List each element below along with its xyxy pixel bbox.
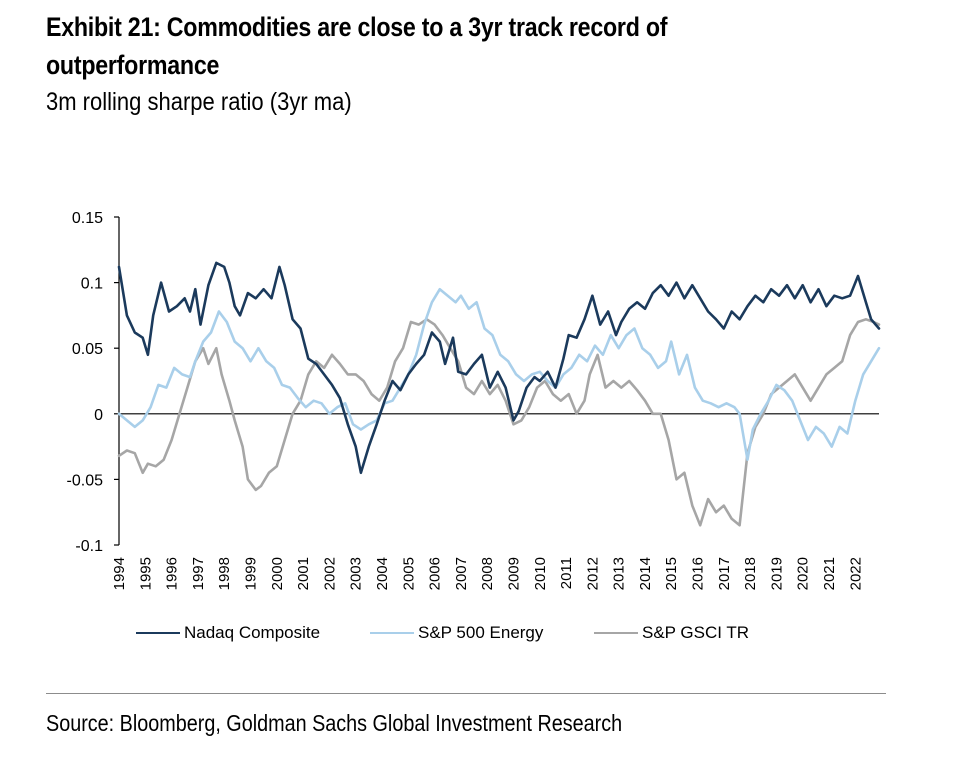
source-note: Source: Bloomberg, Goldman Sachs Global … bbox=[46, 710, 623, 736]
legend-label-gsci: S&P GSCI TR bbox=[642, 623, 750, 642]
y-tick-label: 0.05 bbox=[72, 341, 103, 358]
x-tick-label: 2004 bbox=[374, 557, 391, 590]
x-tick-label: 2018 bbox=[742, 557, 759, 590]
legend-swatch-energy bbox=[370, 632, 414, 634]
x-tick-label: 2007 bbox=[453, 557, 470, 590]
x-tick-label: 2012 bbox=[584, 557, 601, 590]
x-tick-label: 1997 bbox=[190, 557, 207, 590]
x-tick-label: 2021 bbox=[821, 557, 838, 590]
x-tick-label: 2000 bbox=[269, 557, 286, 590]
x-tick-label: 2009 bbox=[505, 557, 522, 590]
x-tick-label: 2010 bbox=[532, 557, 549, 590]
x-axis: 1994 1995 1996 1997 1998 1999 2000 2001 2002 2003… bbox=[111, 413, 879, 590]
x-tick-label: 2022 bbox=[847, 557, 864, 590]
series-line-0 bbox=[117, 261, 881, 475]
x-tick-label: 2014 bbox=[637, 557, 654, 590]
x-tick-label: 2006 bbox=[427, 557, 444, 590]
x-tick-label: 2001 bbox=[295, 557, 312, 590]
x-tick-label: 2015 bbox=[663, 557, 680, 590]
legend-label-nasdaq: Nadaq Composite bbox=[184, 623, 321, 642]
legend-swatch-nasdaq bbox=[136, 632, 180, 634]
series-lines bbox=[117, 261, 881, 527]
legend-label-energy: S&P 500 Energy bbox=[418, 623, 544, 642]
x-tick-label: 2016 bbox=[690, 557, 707, 590]
page-title: Exhibit 21: Commodities are close to a 3… bbox=[46, 12, 668, 80]
x-tick-label: 2005 bbox=[400, 557, 417, 590]
y-tick-label: -0.1 bbox=[75, 538, 103, 555]
y-axis: 0.15 0.1 0.05 0 -0.05 -0.1 bbox=[67, 210, 120, 555]
x-tick-label: 1996 bbox=[164, 557, 181, 590]
y-tick-label: 0 bbox=[94, 407, 103, 424]
x-tick-label: 2011 bbox=[558, 557, 575, 589]
legend-item-energy: S&P 500 Energy bbox=[370, 618, 543, 648]
x-tick-label: 2019 bbox=[768, 557, 785, 590]
x-tick-label: 1999 bbox=[242, 557, 259, 590]
legend-item-nasdaq: Nadaq Composite bbox=[136, 618, 320, 648]
y-tick-label: -0.05 bbox=[67, 472, 104, 489]
legend-item-gsci: S&P GSCI TR bbox=[594, 618, 749, 648]
series-line-1 bbox=[117, 287, 881, 461]
x-tick-label: 2002 bbox=[321, 557, 338, 590]
x-tick-label: 2020 bbox=[795, 557, 812, 590]
y-tick-label: 0.15 bbox=[72, 210, 103, 227]
chart-subtitle: 3m rolling sharpe ratio (3yr ma) bbox=[46, 88, 352, 116]
line-chart: 0.150.10.050-0.05-0.1 1994 1995 1996 1997 19… bbox=[67, 210, 881, 590]
x-tick-label: 1998 bbox=[216, 557, 233, 590]
y-tick-label: 0.1 bbox=[81, 276, 103, 293]
x-tick-label: 2013 bbox=[611, 557, 628, 590]
x-tick-label: 1994 bbox=[111, 557, 128, 590]
x-tick-label: 2003 bbox=[348, 557, 365, 590]
legend-swatch-gsci bbox=[594, 632, 638, 634]
x-tick-label: 2017 bbox=[716, 557, 733, 590]
footer-divider bbox=[46, 693, 886, 694]
chart-legend: Nadaq Composite S&P 500 Energy S&P GSCI … bbox=[0, 618, 966, 648]
x-tick-label: 2008 bbox=[479, 557, 496, 590]
x-tick-label: 1995 bbox=[137, 557, 154, 590]
